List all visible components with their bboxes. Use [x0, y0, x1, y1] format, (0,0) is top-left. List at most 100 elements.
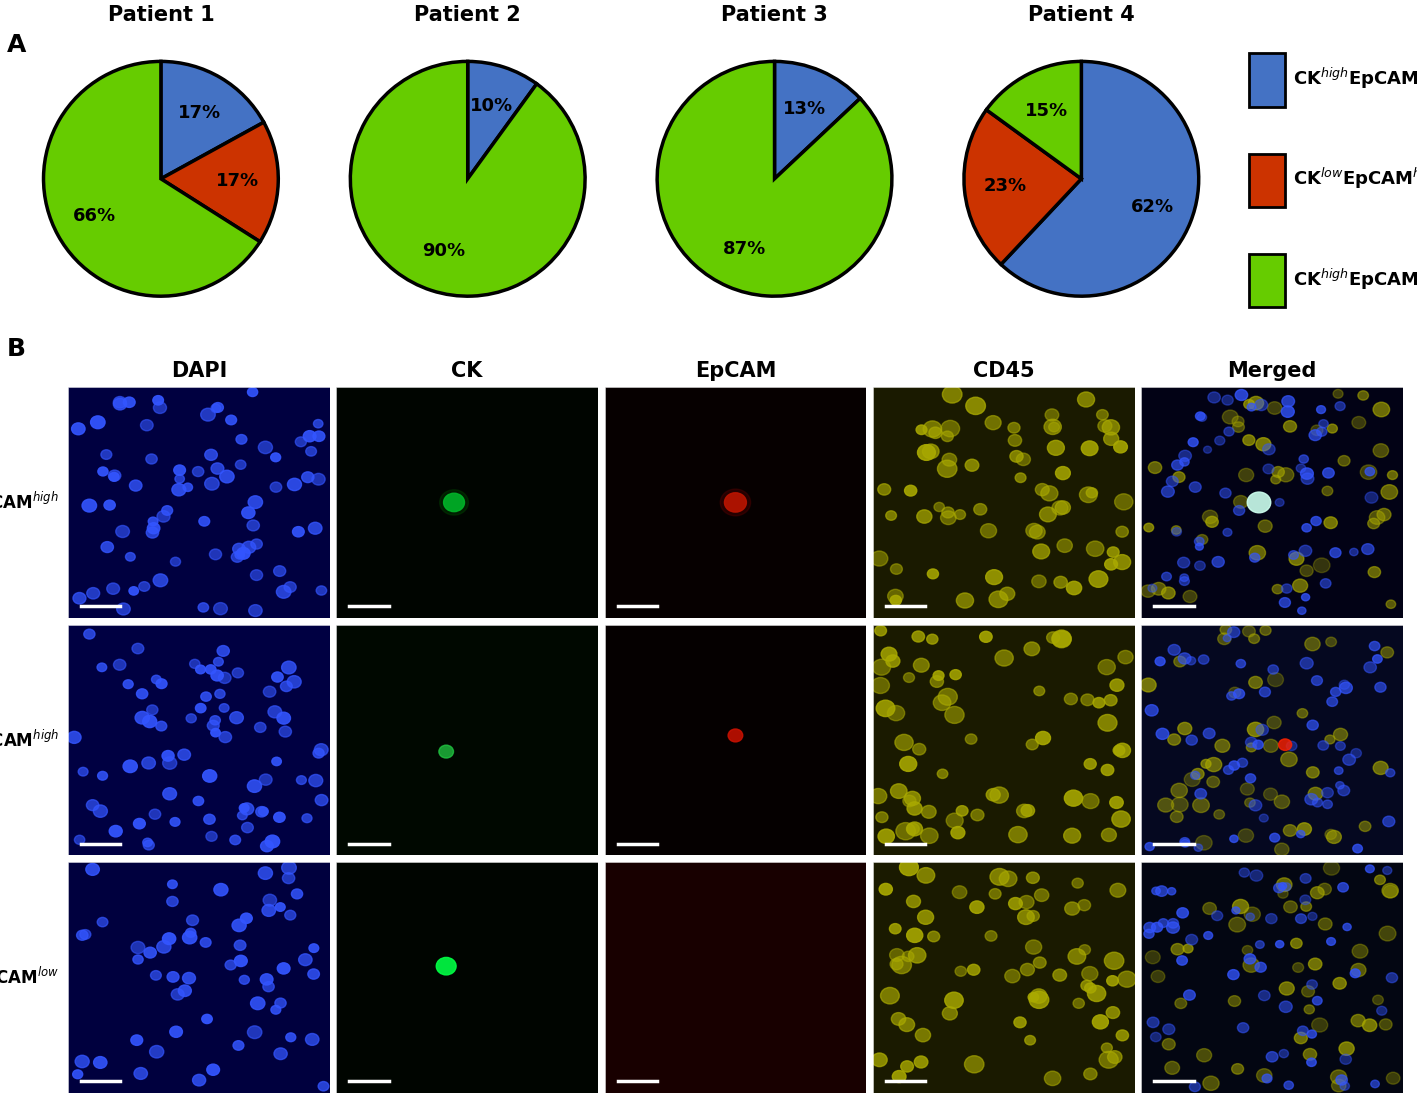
Circle shape: [193, 796, 204, 806]
Circle shape: [887, 590, 903, 603]
Circle shape: [1250, 553, 1260, 562]
Circle shape: [196, 703, 205, 713]
Circle shape: [139, 582, 150, 592]
Circle shape: [1148, 584, 1156, 592]
Circle shape: [1318, 741, 1329, 750]
Circle shape: [1056, 467, 1070, 479]
Circle shape: [299, 954, 312, 966]
Wedge shape: [1000, 62, 1199, 296]
Circle shape: [1196, 1049, 1212, 1062]
Circle shape: [1263, 1074, 1272, 1083]
Circle shape: [890, 564, 903, 574]
Circle shape: [281, 681, 292, 691]
Circle shape: [873, 659, 891, 676]
Circle shape: [871, 1053, 887, 1066]
Circle shape: [1144, 922, 1156, 933]
Circle shape: [1369, 641, 1380, 650]
Circle shape: [1253, 740, 1263, 750]
Circle shape: [179, 750, 190, 761]
Circle shape: [200, 937, 211, 947]
Text: 90%: 90%: [422, 243, 466, 261]
Circle shape: [1298, 1026, 1308, 1036]
Circle shape: [1057, 539, 1073, 552]
Circle shape: [1297, 709, 1308, 718]
Circle shape: [113, 659, 126, 670]
Circle shape: [985, 415, 1000, 429]
Circle shape: [1335, 767, 1343, 774]
Circle shape: [913, 743, 925, 755]
Circle shape: [1297, 464, 1305, 473]
Circle shape: [1362, 543, 1374, 554]
Circle shape: [1250, 799, 1261, 810]
Circle shape: [116, 526, 129, 538]
Circle shape: [891, 1012, 905, 1026]
FancyBboxPatch shape: [1250, 53, 1285, 107]
FancyBboxPatch shape: [1250, 153, 1285, 208]
Circle shape: [915, 1029, 931, 1042]
Circle shape: [241, 913, 252, 923]
Circle shape: [1020, 964, 1034, 976]
Circle shape: [1026, 872, 1039, 883]
Circle shape: [1255, 941, 1264, 948]
Circle shape: [728, 729, 743, 742]
Circle shape: [132, 644, 143, 654]
Circle shape: [82, 499, 96, 512]
Circle shape: [193, 467, 204, 477]
Circle shape: [1152, 888, 1161, 894]
Circle shape: [1203, 902, 1216, 914]
Circle shape: [135, 711, 149, 724]
Circle shape: [282, 661, 296, 673]
Circle shape: [1339, 1042, 1355, 1055]
Circle shape: [279, 726, 292, 737]
Circle shape: [207, 1064, 220, 1075]
Circle shape: [1383, 816, 1394, 827]
Circle shape: [1093, 698, 1105, 708]
Circle shape: [1386, 1072, 1400, 1084]
Circle shape: [1299, 545, 1312, 556]
Circle shape: [186, 928, 196, 937]
Circle shape: [1204, 932, 1213, 940]
Circle shape: [1326, 937, 1335, 945]
Circle shape: [942, 507, 954, 518]
Circle shape: [1151, 1032, 1161, 1042]
Circle shape: [1000, 587, 1015, 601]
Circle shape: [272, 757, 282, 766]
Circle shape: [1207, 392, 1220, 403]
Circle shape: [1298, 822, 1312, 836]
Circle shape: [1186, 735, 1197, 745]
Circle shape: [242, 507, 255, 519]
Circle shape: [1105, 559, 1118, 570]
Circle shape: [234, 941, 247, 951]
Circle shape: [1322, 468, 1335, 478]
Circle shape: [248, 1026, 262, 1039]
Title: Patient 3: Patient 3: [721, 4, 828, 25]
Circle shape: [1321, 578, 1331, 588]
Circle shape: [306, 447, 316, 456]
Circle shape: [1299, 455, 1308, 464]
Circle shape: [1326, 637, 1336, 647]
Circle shape: [1255, 724, 1268, 735]
Circle shape: [153, 574, 167, 586]
Circle shape: [973, 503, 986, 516]
Circle shape: [1309, 429, 1322, 440]
Circle shape: [1257, 1069, 1272, 1082]
Circle shape: [1377, 1006, 1387, 1016]
Circle shape: [1255, 437, 1271, 450]
Circle shape: [1331, 548, 1340, 558]
Circle shape: [1280, 1050, 1288, 1058]
Circle shape: [225, 415, 237, 425]
Circle shape: [1339, 682, 1352, 693]
Circle shape: [1073, 878, 1083, 888]
Circle shape: [96, 664, 106, 671]
Circle shape: [1369, 511, 1384, 524]
Text: 66%: 66%: [72, 206, 116, 224]
Circle shape: [439, 745, 453, 758]
Circle shape: [1227, 969, 1238, 979]
Circle shape: [1322, 486, 1333, 496]
Circle shape: [1030, 526, 1046, 539]
Circle shape: [1104, 694, 1117, 705]
Circle shape: [123, 760, 137, 773]
Circle shape: [1036, 484, 1049, 496]
Circle shape: [1033, 544, 1050, 559]
Circle shape: [1098, 714, 1117, 731]
